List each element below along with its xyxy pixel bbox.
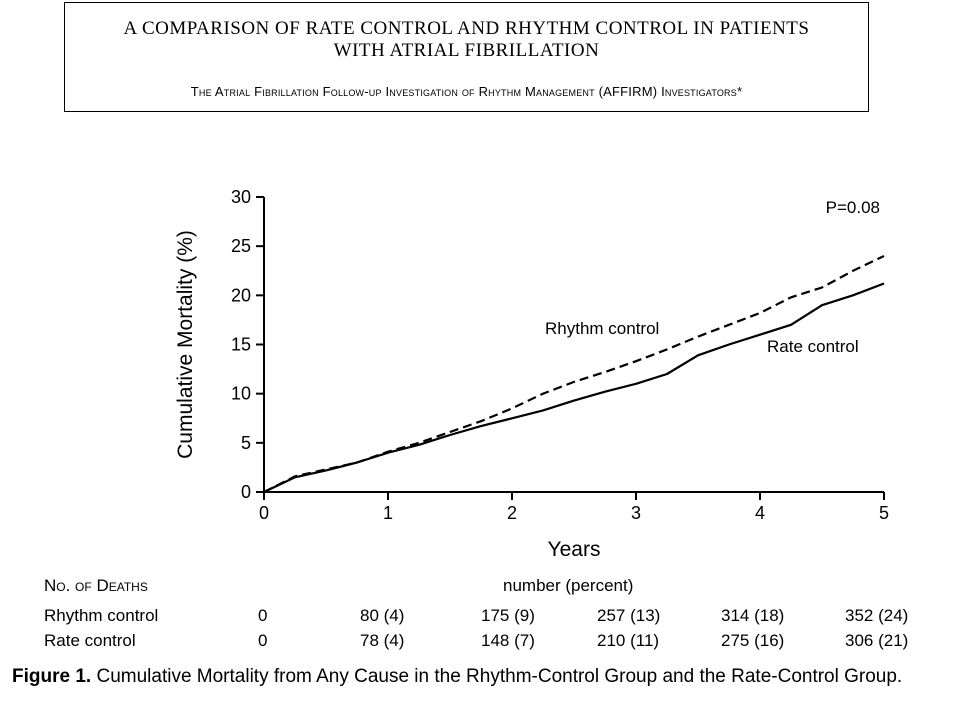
deaths-cell: 275 (16) xyxy=(721,631,785,650)
y-axis-title: Cumulative Mortality (%) xyxy=(174,230,197,459)
p-value-annotation: P=0.08 xyxy=(826,198,880,217)
y-tick-label: 15 xyxy=(231,335,251,355)
y-tick-label: 20 xyxy=(231,285,251,305)
series-label-rate-control: Rate control xyxy=(767,337,859,356)
series-line-rate-control xyxy=(263,282,885,493)
y-tick-label: 5 xyxy=(241,433,251,453)
y-tick-label: 25 xyxy=(231,236,251,256)
deaths-cell: 175 (9) xyxy=(481,606,535,625)
x-tick-label: 5 xyxy=(879,503,889,523)
x-tick-label: 0 xyxy=(259,503,269,523)
x-tick-label: 2 xyxy=(507,503,517,523)
figure-caption: Figure 1. Cumulative Mortality from Any … xyxy=(12,666,957,687)
deaths-cell: 352 (24) xyxy=(845,606,909,625)
x-tick-label: 4 xyxy=(755,503,765,523)
deaths-units-label: number (percent) xyxy=(503,576,634,595)
series-label-rhythm-control: Rhythm control xyxy=(545,319,659,338)
article-authors: The Atrial Fibrillation Follow-up Invest… xyxy=(190,84,743,99)
deaths-cell: 0 xyxy=(258,606,268,625)
deaths-cell: 80 (4) xyxy=(360,606,405,625)
deaths-row-label-rate: Rate control xyxy=(44,631,136,650)
deaths-row-label-rhythm: Rhythm control xyxy=(44,606,159,625)
y-tick-label: 30 xyxy=(231,187,251,207)
figure-caption-prefix: Figure 1. xyxy=(12,666,92,687)
x-tick-label: 3 xyxy=(631,503,641,523)
y-tick-label: 10 xyxy=(231,384,251,404)
x-tick-label: 1 xyxy=(383,503,393,523)
x-axis-title: Years xyxy=(548,538,601,561)
deaths-cell: 0 xyxy=(258,631,268,650)
deaths-cell: 257 (13) xyxy=(597,606,661,625)
article-header: A COMPARISON OF RATE CONTROL AND RHYTHM … xyxy=(64,2,869,112)
deaths-header-label: No. of Deaths xyxy=(44,576,148,595)
deaths-cell: 314 (18) xyxy=(721,606,785,625)
deaths-cell: 210 (11) xyxy=(597,631,660,650)
figure-caption-text: Cumulative Mortality from Any Cause in t… xyxy=(96,666,903,687)
y-tick-label: 0 xyxy=(241,482,251,502)
article-title: A COMPARISON OF RATE CONTROL AND RHYTHM … xyxy=(123,18,810,61)
deaths-cell: 306 (21) xyxy=(845,631,909,650)
deaths-cell: 148 (7) xyxy=(481,631,535,650)
deaths-cell: 78 (4) xyxy=(360,631,405,650)
series-line-rhythm-control xyxy=(263,255,885,493)
